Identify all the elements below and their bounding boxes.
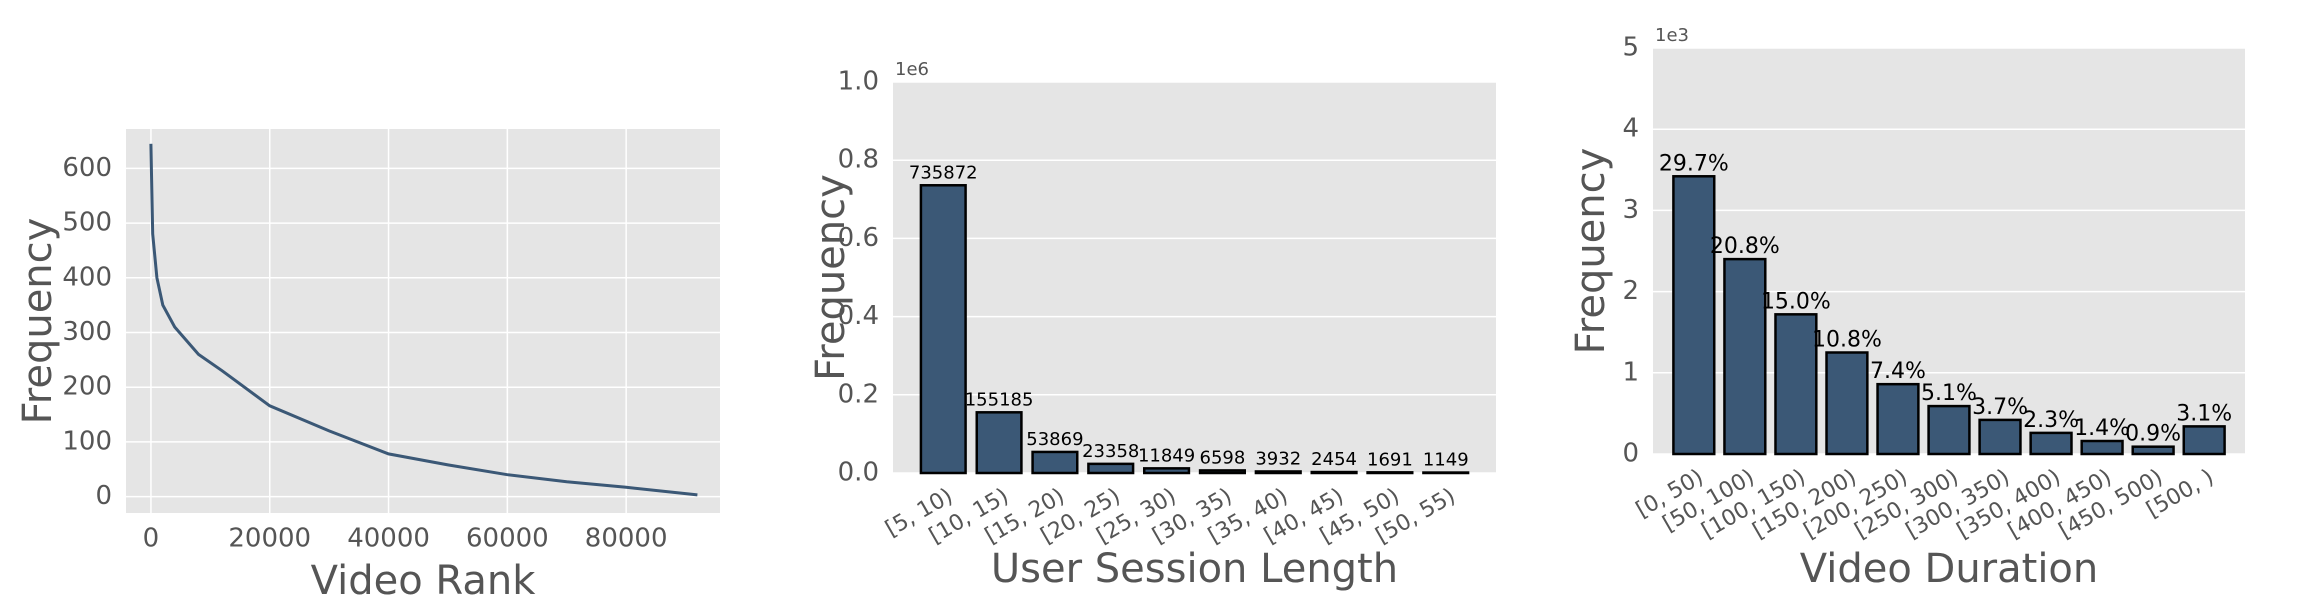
y-tick-label: 100 — [62, 426, 112, 456]
y-axis-label: Frequency — [1568, 148, 1614, 355]
x-axis-label: Video Duration — [1800, 546, 2099, 592]
y-offset-label: 1e6 — [895, 59, 929, 80]
bar — [1031, 450, 1079, 475]
x-tick-label: 20000 — [228, 524, 311, 554]
data-label: 5.1% — [1921, 381, 1977, 406]
bar — [1927, 404, 1971, 456]
y-tick-label: 0.2 — [838, 379, 879, 409]
y-tick-label: 400 — [62, 262, 112, 292]
data-label: 10.8% — [1812, 328, 1882, 353]
bar — [919, 184, 967, 475]
y-tick-label: 0.0 — [838, 458, 879, 488]
data-label: 3.1% — [2176, 401, 2232, 426]
bar — [2080, 439, 2124, 456]
x-tick-label: 80000 — [585, 524, 668, 554]
data-label: 6598 — [1200, 447, 1246, 468]
y-tick-label: 300 — [62, 317, 112, 347]
data-label: 53869 — [1026, 429, 1083, 450]
bar — [1254, 470, 1302, 475]
bar — [1672, 175, 1716, 456]
y-tick-label: 5 — [1622, 33, 1639, 63]
bar — [1978, 418, 2022, 456]
x-axis-label: User Session Length — [991, 546, 1398, 592]
data-label: 2.3% — [2023, 408, 2079, 433]
y-tick-label: 0.6 — [838, 223, 879, 253]
bar — [1198, 469, 1247, 475]
data-label: 155185 — [965, 389, 1034, 410]
y-tick-label: 2 — [1622, 276, 1639, 306]
bar — [1876, 382, 1920, 456]
data-label: 2454 — [1311, 449, 1357, 470]
data-label: 20.8% — [1710, 234, 1780, 259]
data-label: 3.7% — [1972, 395, 2028, 420]
x-tick-label: 0 — [143, 524, 160, 554]
data-label: 11849 — [1138, 445, 1195, 466]
bar — [2182, 425, 2226, 456]
y-tick-label: 4 — [1622, 114, 1639, 144]
bar — [1366, 471, 1414, 475]
y-tick-label: 600 — [62, 153, 112, 183]
data-label: 1691 — [1367, 449, 1413, 470]
y-tick-label: 1.0 — [838, 67, 879, 97]
y-tick-label: 3 — [1622, 195, 1639, 225]
bar — [1143, 467, 1191, 475]
y-tick-label: 0.4 — [838, 301, 879, 331]
x-tick-label: 60000 — [466, 524, 549, 554]
data-label: 1.4% — [2074, 416, 2130, 441]
y-tick-label: 1 — [1622, 357, 1639, 387]
data-label: 29.7% — [1659, 151, 1729, 176]
y-axis-label: Frequency — [15, 218, 61, 425]
plot-background — [893, 82, 1496, 473]
data-label: 15.0% — [1761, 289, 1831, 314]
y-tick-label: 0 — [1622, 439, 1639, 469]
bar — [975, 411, 1023, 475]
bar — [2029, 431, 2073, 456]
y-tick-label: 200 — [62, 372, 112, 402]
bar — [1087, 462, 1135, 475]
y-tick-label: 500 — [62, 208, 112, 238]
data-label: 7.4% — [1870, 359, 1926, 384]
data-label: 23358 — [1082, 441, 1139, 462]
bar — [1825, 351, 1869, 456]
x-axis-label: Video Rank — [311, 558, 537, 604]
bar — [1774, 313, 1818, 456]
data-label: 1149 — [1423, 450, 1469, 471]
line — [149, 143, 698, 497]
data-label: 735872 — [909, 162, 978, 183]
data-label: 0.9% — [2125, 422, 2181, 447]
x-tick-label: 40000 — [347, 524, 430, 554]
data-label: 3932 — [1255, 448, 1301, 469]
y-tick-label: 0 — [95, 481, 112, 511]
y-offset-label: 1e3 — [1655, 25, 1689, 46]
bar — [2131, 445, 2175, 456]
y-axis-label: Frequency — [808, 174, 854, 381]
bar — [1310, 470, 1358, 475]
bar — [1723, 257, 1767, 456]
plot-background — [126, 129, 720, 513]
y-tick-label: 0.8 — [838, 145, 879, 175]
